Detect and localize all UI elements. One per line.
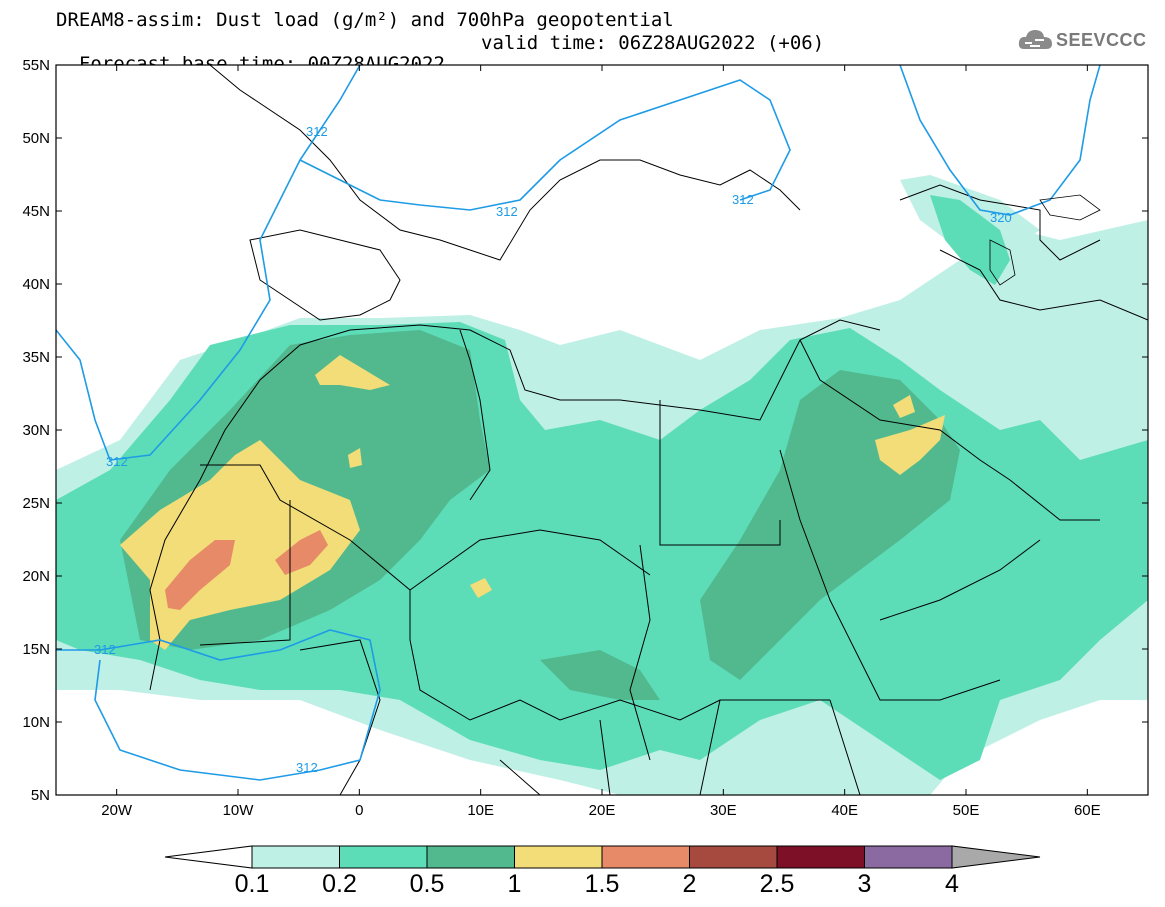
contour-label-312-b: 312 (94, 642, 116, 657)
valid-time-text: valid time: 06Z28AUG2022 (+06) (481, 32, 825, 54)
colorbar-box (426, 845, 515, 869)
colorbar-label: 0.2 (322, 870, 357, 898)
lat-label: 10N (22, 714, 50, 731)
map-layers (56, 65, 1148, 795)
lon-label: 10W (223, 802, 255, 819)
colorbar-box (514, 845, 603, 869)
contour-label-312-f: 312 (306, 124, 328, 139)
lon-label: 0 (355, 802, 363, 819)
lon-label: 40E (831, 802, 858, 819)
geopotential-contours (56, 65, 1101, 781)
lat-label: 50N (22, 130, 50, 147)
contour-label-312-d: 312 (496, 204, 518, 219)
colorbar-box (251, 845, 340, 869)
colorbar-label: 3 (857, 870, 872, 898)
dust-band-1.5 (165, 540, 235, 610)
lat-label: 20N (22, 568, 50, 585)
axis-ticks: 55N 50N 45N 40N 35N 30N 25N 20N 15N 10N 5N 20W 10W 0 1… (22, 57, 1148, 819)
lat-label: 55N (22, 57, 50, 74)
lat-label: 15N (22, 641, 50, 658)
dust-band-1-spot2 (470, 578, 492, 598)
colorbar-boxes (164, 845, 1041, 869)
lon-label: 60E (1074, 802, 1101, 819)
contour-label-312-e: 312 (732, 192, 754, 207)
colorbar-box (776, 845, 865, 869)
contour-label-312-a: 312 (106, 454, 128, 469)
contour-label-320: 320 (990, 210, 1012, 225)
seevccc-logo: SEEVCCC (1018, 27, 1158, 57)
lat-label: 5N (31, 787, 50, 804)
dust-band-1-atlas (315, 355, 390, 390)
lon-label: 50E (953, 802, 980, 819)
colorbar-box (601, 845, 690, 869)
dust-band-1.5-b (275, 530, 328, 575)
lat-label: 40N (22, 276, 50, 293)
colorbar-box (339, 845, 428, 869)
lon-label: 30E (710, 802, 737, 819)
map-title: DREAM8-assim: Dust load (g/m²) and 700hP… (56, 9, 674, 31)
colorbar-label: 2 (682, 870, 697, 898)
dust-band-1-spot3 (348, 448, 362, 468)
colorbar-box (689, 845, 778, 869)
lon-label: 20E (589, 802, 616, 819)
colorbar-label: 0.5 (409, 870, 445, 898)
colorbar-label: 1.5 (584, 870, 620, 898)
lat-label: 45N (22, 203, 50, 220)
lat-label: 35N (22, 349, 50, 366)
colorbar-label: 1 (507, 870, 522, 898)
contour-labels: 312 312 312 312 312 312 320 (94, 124, 1012, 775)
colorbar-label: 2.5 (759, 870, 795, 898)
lat-label: 25N (22, 495, 50, 512)
lon-label: 10E (467, 802, 494, 819)
lakes (989, 194, 1101, 286)
logo-text: SEEVCCC (1056, 30, 1147, 50)
country-borders (149, 65, 1148, 795)
dust-band-1-spot1 (893, 395, 915, 418)
colorbar-label: 4 (945, 870, 959, 898)
colorbar-under-arrow (164, 845, 253, 869)
cloud-icon (1018, 30, 1052, 49)
colorbar-box (864, 845, 953, 869)
contour-label-312-c: 312 (296, 760, 318, 775)
lat-label: 30N (22, 422, 50, 439)
colorbar-over-arrow (951, 845, 1041, 869)
colorbar-label: 0.1 (234, 870, 270, 898)
lon-label: 20W (101, 802, 133, 819)
dust-band-1-iraq (875, 415, 945, 475)
dust-band-0.5-chad (540, 650, 660, 700)
